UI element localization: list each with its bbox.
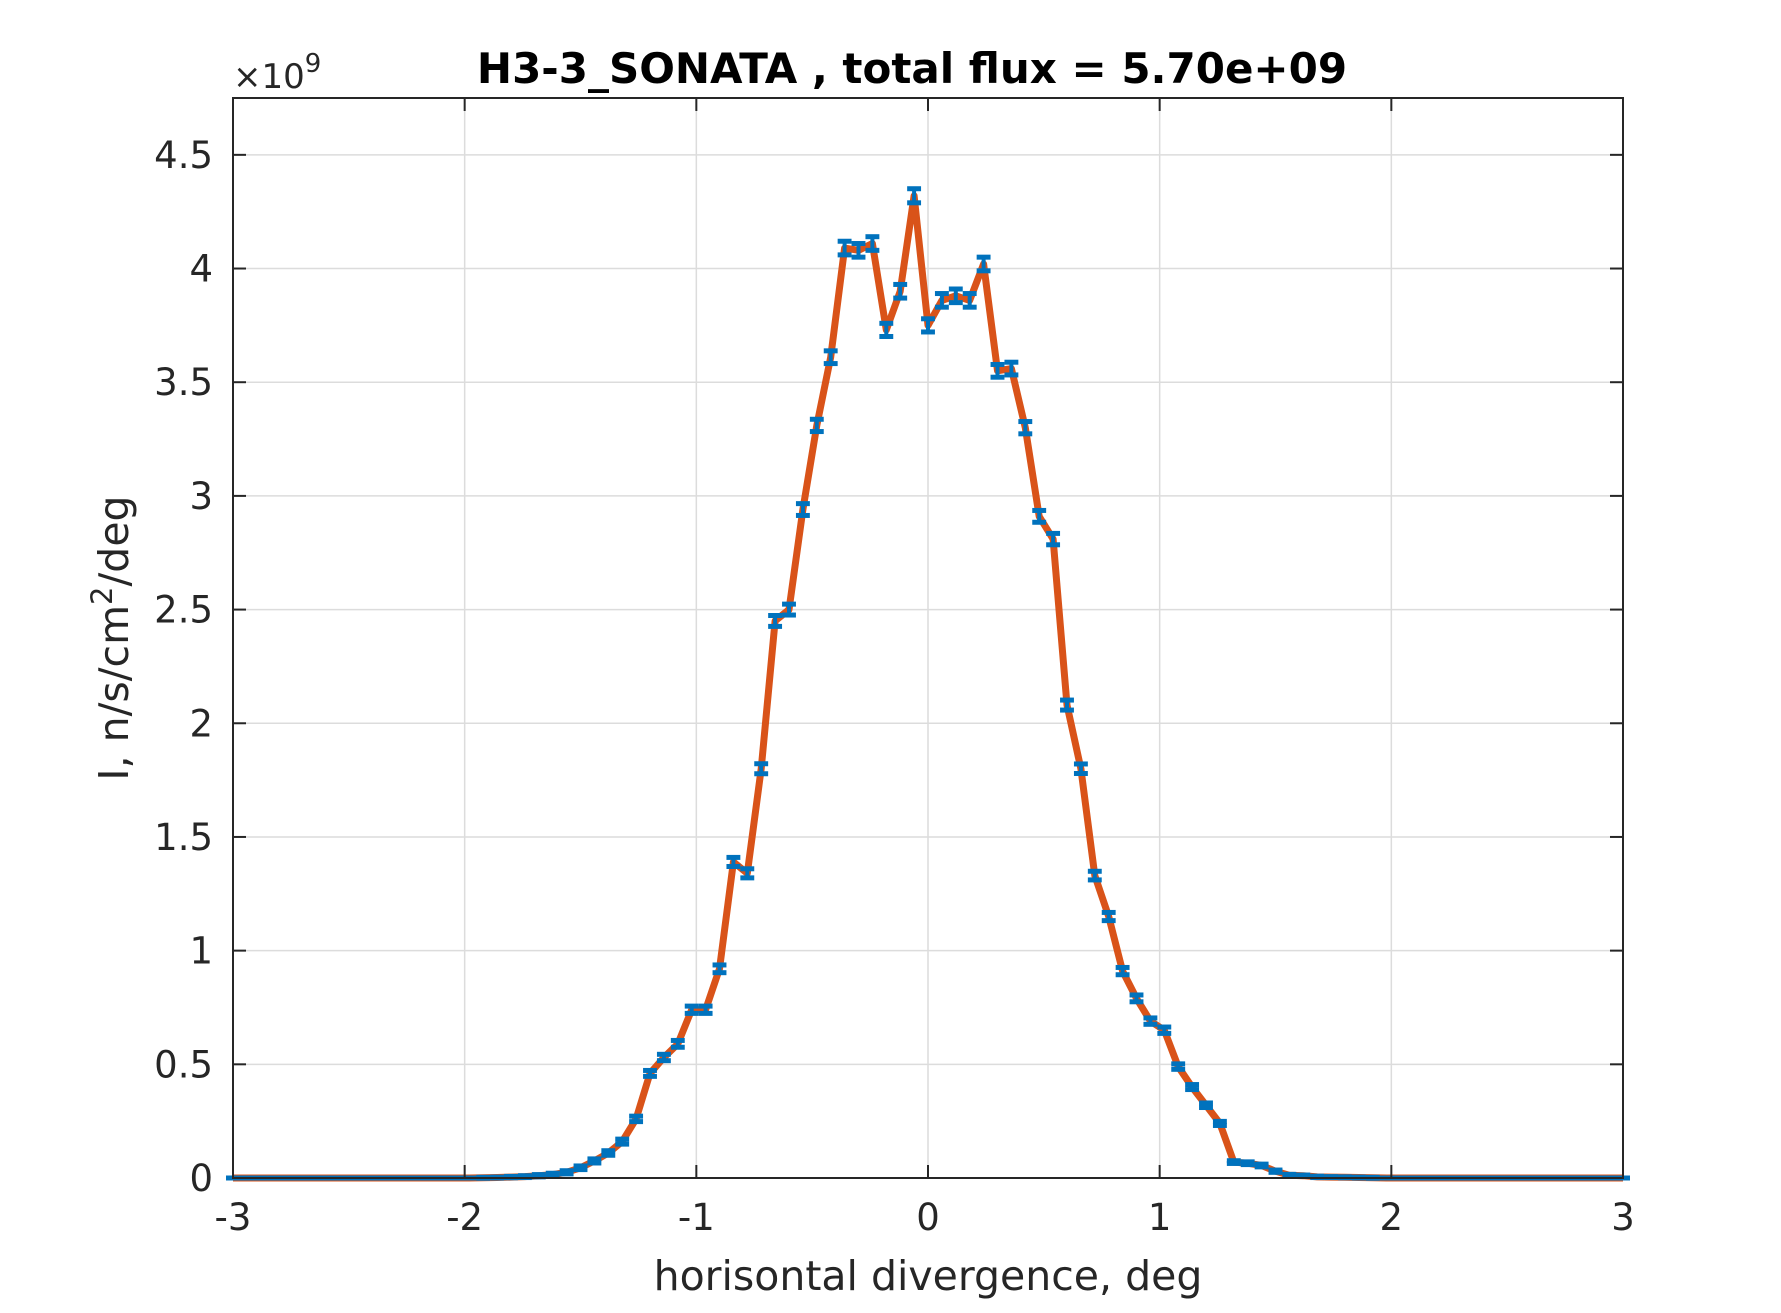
errorbar-point xyxy=(1157,1024,1172,1036)
errorbar-point xyxy=(1115,964,1130,978)
y-tick-label: 0 xyxy=(189,1157,213,1200)
y-tick-label: 0.5 xyxy=(154,1043,213,1086)
y-tick-label: 2 xyxy=(189,702,213,745)
errorbar-point xyxy=(559,1168,574,1177)
y-axis-multiplier-exponent: 9 xyxy=(305,49,322,79)
y-tick-label: 4.5 xyxy=(154,134,213,177)
errorbar-point xyxy=(1129,992,1144,1005)
errorbar-point xyxy=(1282,1171,1297,1179)
x-tick-label: -1 xyxy=(678,1196,715,1239)
errorbar-point xyxy=(809,416,824,435)
errorbar-point xyxy=(1268,1167,1283,1175)
x-tick-label: 0 xyxy=(916,1196,940,1239)
errorbar-point xyxy=(851,241,866,260)
errorbar-point xyxy=(1296,1172,1311,1179)
x-tick-label: 1 xyxy=(1148,1196,1172,1239)
errorbar-point xyxy=(1226,1158,1241,1166)
errorbar-point xyxy=(643,1067,657,1079)
errorbar-point xyxy=(587,1156,602,1166)
errorbar-point xyxy=(545,1170,560,1179)
errorbar-point xyxy=(1046,530,1061,548)
x-tick-label: -2 xyxy=(446,1196,483,1239)
errorbar-point xyxy=(1073,761,1088,777)
errorbar-point xyxy=(1240,1159,1255,1168)
y-axis-label-base: I, n/s/cm xyxy=(90,605,138,781)
errorbar-point xyxy=(1087,868,1102,883)
errorbar-point xyxy=(782,601,796,618)
y-tick-label: 4 xyxy=(189,248,213,291)
errorbar-point xyxy=(726,854,741,870)
errorbar-point xyxy=(754,761,769,777)
errorbar-point xyxy=(879,320,894,340)
errorbar-point xyxy=(629,1113,644,1125)
errorbar-point xyxy=(837,238,852,258)
y-axis-multiplier-prefix: ×10 xyxy=(233,57,305,97)
errorbar-point xyxy=(712,962,727,976)
errorbar-point xyxy=(1032,507,1047,525)
errorbar-point xyxy=(1212,1118,1227,1128)
x-tick-label: 2 xyxy=(1380,1196,1404,1239)
errorbar-point xyxy=(948,286,963,306)
errorbar-point xyxy=(893,281,908,301)
errorbar-point xyxy=(934,291,949,310)
x-axis-label: horisontal divergence, deg xyxy=(654,1252,1203,1300)
errorbar-point xyxy=(531,1172,546,1180)
errorbar-point xyxy=(795,501,810,518)
errorbar-point xyxy=(1199,1100,1213,1111)
errorbar-point xyxy=(684,1003,699,1016)
errorbar-point xyxy=(962,291,977,310)
y-axis-label: I, n/s/cm2/deg xyxy=(85,495,138,780)
errorbar-point xyxy=(1004,359,1019,378)
ticks: -3 -2 -1 0 1 2 3 0 0.5 1 1.5 2 2.5 3 3.5 4 4.5 xyxy=(154,98,1635,1239)
errorbar-point xyxy=(615,1136,630,1147)
errorbar-point xyxy=(1143,1015,1158,1027)
errorbar-point xyxy=(656,1051,671,1064)
y-axis-multiplier: ×109 xyxy=(233,49,321,97)
errorbar-point xyxy=(601,1148,616,1158)
errorbar-point xyxy=(670,1037,685,1050)
errorbar-point xyxy=(573,1163,588,1173)
errorbar-point xyxy=(1254,1161,1269,1170)
errorbar-point xyxy=(976,254,991,274)
errorbar-point xyxy=(1185,1082,1200,1093)
errorbar-point xyxy=(1101,909,1116,924)
y-axis-label-sup: 2 xyxy=(85,587,119,605)
y-tick-label: 3 xyxy=(189,475,213,518)
errorbar-point xyxy=(823,348,838,367)
errorbar-point xyxy=(768,612,783,629)
errorbar-point xyxy=(921,316,935,335)
errorbar-point xyxy=(1171,1061,1186,1072)
errorbar-point xyxy=(698,1003,713,1016)
errorbar-point xyxy=(1018,419,1033,437)
errorbar-point xyxy=(1060,697,1074,713)
y-tick-label: 1 xyxy=(189,930,213,973)
x-tick-label: -3 xyxy=(215,1196,252,1239)
chart-title: H3-3_SONATA , total flux = 5.70e+09 xyxy=(477,44,1347,93)
errorbar-point xyxy=(990,361,1005,380)
y-tick-label: 1.5 xyxy=(154,816,213,859)
y-tick-label: 3.5 xyxy=(154,361,213,404)
errorbar-point xyxy=(865,234,880,253)
errorbar-point xyxy=(740,866,755,881)
y-tick-label: 2.5 xyxy=(154,589,213,632)
y-axis-label-suffix: /deg xyxy=(90,495,138,586)
x-tick-label: 3 xyxy=(1611,1196,1635,1239)
errorbar-point xyxy=(907,186,922,206)
